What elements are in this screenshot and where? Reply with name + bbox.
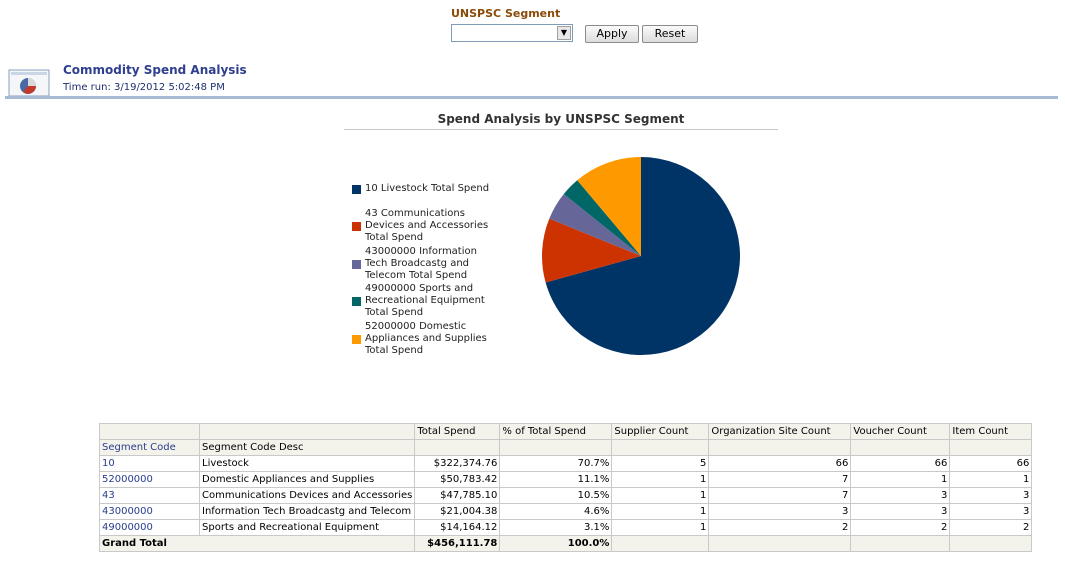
pie-slice <box>549 194 641 256</box>
header-org-site-count: Organization Site Count <box>708 423 852 440</box>
segment-desc-cell: Communications Devices and Accessories <box>198 487 416 504</box>
table-row: 52000000 Domestic Appliances and Supplies… <box>99 471 1033 488</box>
total-spend-cell: $21,004.38 <box>414 503 501 520</box>
legend-label: 43000000 Information Tech Broadcastg and… <box>365 246 477 281</box>
voucher-count-cell: 1 <box>850 471 951 488</box>
legend-label: 10 Livestock Total Spend <box>365 183 490 194</box>
apply-button[interactable]: Apply <box>585 25 639 43</box>
supplier-count-cell: 1 <box>611 519 710 536</box>
org-site-count-cell: 3 <box>708 503 852 520</box>
unspsc-segment-dropdown[interactable]: ▼ <box>451 24 573 42</box>
pie-slice <box>577 157 641 256</box>
header-cell-empty <box>850 439 951 456</box>
pct-spend-cell: 10.5% <box>499 487 613 504</box>
table-subheader-row: Segment Code Segment Code Desc <box>99 439 1033 456</box>
segment-code-cell[interactable]: 10 <box>99 455 200 472</box>
org-site-count-cell: 2 <box>708 519 852 536</box>
report-title[interactable]: Commodity Spend Analysis <box>63 63 247 77</box>
supplier-count-cell: 5 <box>611 455 710 472</box>
header-cell-empty <box>414 439 501 456</box>
header-segment-code-desc: Segment Code Desc <box>198 439 416 456</box>
header-supplier-count: Supplier Count <box>611 423 710 440</box>
header-total-spend: Total Spend <box>414 423 501 440</box>
grand-total-empty <box>708 535 852 552</box>
supplier-count-cell: 1 <box>611 503 710 520</box>
segment-code-cell[interactable]: 43 <box>99 487 200 504</box>
legend-swatch <box>352 260 361 269</box>
legend-swatch <box>352 335 361 344</box>
pct-spend-cell: 70.7% <box>499 455 613 472</box>
header-voucher-count: Voucher Count <box>850 423 951 440</box>
total-spend-cell: $50,783.42 <box>414 471 501 488</box>
header-pct-total-spend: % of Total Spend <box>499 423 613 440</box>
chart-title: Spend Analysis by UNSPSC Segment <box>437 112 685 126</box>
header-segment-code[interactable]: Segment Code <box>99 439 200 456</box>
pie-slice <box>545 157 741 355</box>
legend-swatch <box>352 297 361 306</box>
report-chart-icon <box>8 69 50 97</box>
segment-desc-cell: Livestock <box>198 455 416 472</box>
legend-swatch <box>352 222 361 231</box>
org-site-count-cell: 7 <box>708 471 852 488</box>
item-count-cell: 66 <box>949 455 1033 472</box>
total-spend-cell: $322,374.76 <box>414 455 501 472</box>
header-cell-empty <box>99 423 200 440</box>
grand-total-spend: $456,111.78 <box>414 535 501 552</box>
item-count-cell: 2 <box>949 519 1033 536</box>
item-count-cell: 3 <box>949 487 1033 504</box>
segment-desc-cell: Information Tech Broadcastg and Telecom <box>198 503 416 520</box>
segment-code-cell[interactable]: 43000000 <box>99 503 200 520</box>
pie-slice <box>563 180 641 256</box>
segment-code-cell[interactable]: 49000000 <box>99 519 200 536</box>
header-cell-empty <box>499 439 613 456</box>
reset-button[interactable]: Reset <box>642 25 698 43</box>
grand-total-label: Grand Total <box>98 535 416 552</box>
spend-table: Total Spend % of Total Spend Supplier Co… <box>98 423 1033 552</box>
legend-label: 49000000 Sports and Recreational Equipme… <box>365 283 485 318</box>
table-row: 49000000 Sports and Recreational Equipmen… <box>99 519 1033 536</box>
table-row: 43000000 Information Tech Broadcastg and … <box>99 503 1033 520</box>
org-site-count-cell: 66 <box>708 455 852 472</box>
unspsc-segment-label: UNSPSC Segment <box>451 7 561 20</box>
chart-title-divider <box>344 129 778 130</box>
grand-total-row: Grand Total $456,111.78 100.0% <box>98 535 1033 552</box>
org-site-count-cell: 7 <box>708 487 852 504</box>
legend-label: 43 Communications Devices and Accessorie… <box>365 208 489 243</box>
voucher-count-cell: 3 <box>850 503 951 520</box>
grand-total-empty <box>611 535 710 552</box>
grand-total-empty <box>949 535 1033 552</box>
dropdown-arrow-icon[interactable]: ▼ <box>557 26 571 40</box>
time-run: Time run: 3/19/2012 5:02:48 PM <box>63 82 225 93</box>
header-cell-empty <box>708 439 852 456</box>
voucher-count-cell: 3 <box>850 487 951 504</box>
item-count-cell: 1 <box>949 471 1033 488</box>
table-row: 10 Livestock $322,374.76 70.7% 5 66 66 66 <box>99 455 1033 472</box>
pct-spend-cell: 11.1% <box>499 471 613 488</box>
legend-swatch <box>352 185 361 194</box>
total-spend-cell: $47,785.10 <box>414 487 501 504</box>
pct-spend-cell: 4.6% <box>499 503 613 520</box>
voucher-count-cell: 2 <box>850 519 951 536</box>
table-row: 43 Communications Devices and Accessories… <box>99 487 1033 504</box>
segment-desc-cell: Domestic Appliances and Supplies <box>198 471 416 488</box>
supplier-count-cell: 1 <box>611 471 710 488</box>
total-spend-cell: $14,164.12 <box>414 519 501 536</box>
segment-desc-cell: Sports and Recreational Equipment <box>198 519 416 536</box>
legend-label: 52000000 Domestic Appliances and Supplie… <box>365 321 487 356</box>
item-count-cell: 3 <box>949 503 1033 520</box>
header-cell-empty <box>198 423 416 440</box>
pie-chart <box>542 157 741 355</box>
pie-slice <box>542 218 641 283</box>
header-item-count: Item Count <box>949 423 1033 440</box>
pct-spend-cell: 3.1% <box>499 519 613 536</box>
header-cell-empty <box>611 439 710 456</box>
grand-total-empty <box>850 535 951 552</box>
header-cell-empty <box>949 439 1033 456</box>
segment-code-cell[interactable]: 52000000 <box>99 471 200 488</box>
voucher-count-cell: 66 <box>850 455 951 472</box>
title-divider <box>5 96 1058 99</box>
grand-total-pct: 100.0% <box>499 535 613 552</box>
supplier-count-cell: 1 <box>611 487 710 504</box>
table-header-row: Total Spend % of Total Spend Supplier Co… <box>99 423 1033 440</box>
